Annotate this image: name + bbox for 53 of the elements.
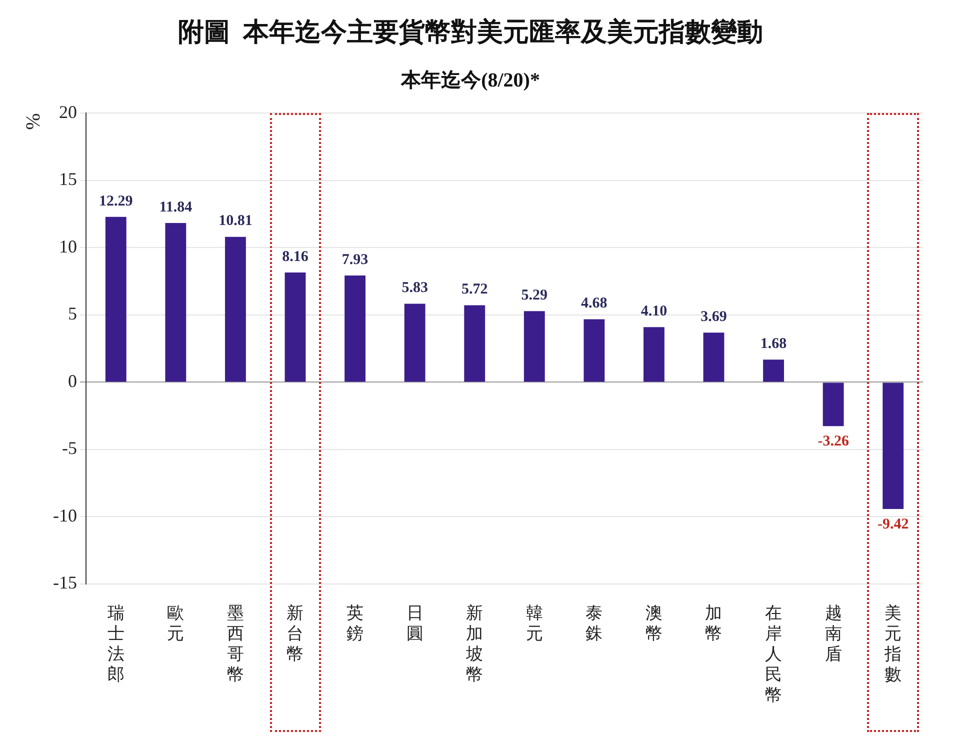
x-tick-label: 在岸人民幣 — [765, 604, 782, 704]
data-label: -9.42 — [877, 516, 909, 532]
bar — [584, 319, 605, 382]
bar — [644, 327, 664, 382]
bar — [524, 311, 545, 382]
x-tick-label: 新台幣 — [286, 604, 304, 664]
chart-title: 附圖 本年迄今主要貨幣對美元匯率及美元指數變動 — [178, 17, 763, 46]
data-label: 4.68 — [581, 296, 608, 312]
y-tick-label: 0 — [68, 370, 77, 391]
data-label: 3.69 — [700, 308, 727, 325]
bar — [464, 305, 486, 382]
chart-subtitle: 本年迄今(8/20)* — [400, 69, 540, 92]
bar — [703, 332, 724, 382]
y-axis-title: % — [22, 113, 44, 130]
y-tick-label: -15 — [52, 572, 77, 593]
x-tick-label: 歐元 — [167, 604, 184, 644]
data-label: 10.81 — [218, 213, 252, 230]
x-tick-label: 瑞士法郎 — [107, 604, 124, 684]
bar — [224, 236, 246, 382]
x-tick-label: 加幣 — [705, 604, 722, 644]
data-label: 12.29 — [99, 193, 133, 210]
data-label: 1.68 — [760, 336, 787, 352]
y-tick-label: 20 — [58, 102, 77, 122]
data-label: 5.83 — [402, 280, 428, 296]
x-tick-label: 英鎊 — [346, 604, 364, 644]
data-label: 7.93 — [342, 252, 368, 268]
bar — [763, 360, 784, 382]
y-tick-label: 10 — [58, 236, 77, 256]
data-label: 5.72 — [461, 282, 488, 298]
x-tick-label: 澳幣 — [645, 604, 662, 644]
data-label: 5.29 — [521, 287, 548, 304]
bar — [822, 382, 844, 426]
x-tick-label: 墨西哥幣 — [226, 604, 244, 684]
bar — [404, 304, 426, 382]
x-tick-label: 美元指數 — [884, 604, 902, 684]
y-tick-label: -10 — [52, 505, 77, 526]
x-tick-label: 泰銖 — [586, 604, 603, 644]
bar — [165, 222, 186, 382]
bar — [284, 272, 306, 382]
data-label: 11.84 — [159, 199, 193, 216]
y-tick-label: 15 — [58, 169, 77, 190]
bar — [882, 382, 904, 509]
y-tick-label: -5 — [62, 438, 77, 458]
data-label: -3.26 — [818, 433, 850, 450]
x-tick-label: 日圓 — [406, 604, 424, 644]
data-label: 4.10 — [640, 303, 668, 320]
x-tick-label: 新加坡幣 — [465, 604, 484, 684]
x-tick-label: 越南盾 — [824, 604, 842, 664]
data-label: 8.16 — [282, 248, 309, 265]
bar — [105, 216, 126, 382]
bar — [344, 276, 366, 382]
x-tick-label: 韓元 — [526, 604, 543, 644]
y-tick-label: 5 — [68, 304, 77, 324]
